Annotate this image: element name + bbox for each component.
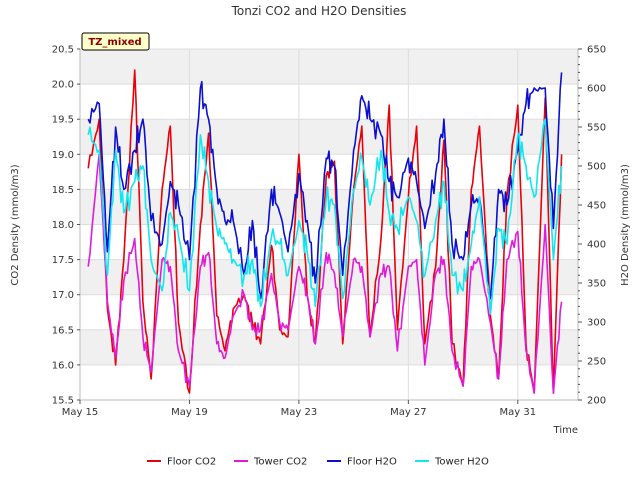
site-label-box: TZ_mixed: [81, 32, 150, 51]
y2-tick-label: 250: [587, 357, 606, 368]
site-label: TZ_mixed: [88, 37, 141, 48]
y2-tick-label: 400: [587, 240, 606, 251]
legend-label-tower-co2: Tower CO2: [253, 457, 307, 468]
x-tick-label: May 27: [390, 407, 427, 418]
x-tick-label: May 19: [171, 407, 208, 418]
y-axis-title: CO2 Density (mmol/m3): [10, 164, 21, 285]
series-layer: [87, 69, 563, 394]
chart-title: Tonzi CO2 and H2O Densities: [231, 4, 407, 18]
y2-tick-label: 500: [587, 162, 606, 173]
y2-tick-label: 550: [587, 123, 606, 134]
series-line-tower-co2: [87, 153, 563, 394]
y-tick-label: 18.0: [52, 220, 74, 231]
y-tick-label: 18.5: [52, 185, 74, 196]
y-tick-label: 19.5: [52, 115, 74, 126]
x-tick-label: May 15: [62, 407, 99, 418]
x-tick-label: May 23: [281, 407, 318, 418]
site-label-background: [81, 32, 150, 51]
plot-band: [80, 329, 578, 365]
series-line-floor-co2: [87, 69, 563, 394]
y2-tick-label: 350: [587, 279, 606, 290]
legend-label-tower-h2o: Tower H2O: [434, 457, 489, 468]
y-tick-label: 20.5: [52, 45, 74, 56]
y-tick-label: 15.5: [52, 396, 74, 407]
y-tick-label: 20.0: [52, 80, 74, 91]
y2-tick-label: 200: [587, 396, 606, 407]
legend: Floor CO2 Tower CO2 Floor H2O Tower H2O: [147, 457, 489, 468]
y2-tick-label: 650: [587, 45, 606, 56]
series-line-tower-h2o: [87, 118, 563, 315]
x-axis-title: Time: [553, 425, 578, 436]
y2-tick-label: 450: [587, 201, 606, 212]
legend-label-floor-h2o: Floor H2O: [347, 457, 397, 468]
y-tick-label: 16.0: [52, 360, 74, 371]
y-tick-label: 19.0: [52, 150, 74, 161]
y2-axis-title: H2O Density (mmol/m3): [620, 164, 631, 286]
plot-band: [80, 49, 578, 85]
legend-label-floor-co2: Floor CO2: [167, 457, 216, 468]
y2-tick-label: 600: [587, 84, 606, 95]
axes: 15.5 16.0 16.5 17.0 17.5 18.0 18.5 19.0 19.5 20.0…: [52, 45, 606, 419]
plot-band: [80, 119, 578, 155]
y-tick-label: 16.5: [52, 325, 74, 336]
y-tick-label: 17.0: [52, 290, 74, 301]
y2-tick-label: 300: [587, 318, 606, 329]
x-tick-label: May 31: [500, 407, 537, 418]
y-tick-label: 17.5: [52, 255, 74, 266]
